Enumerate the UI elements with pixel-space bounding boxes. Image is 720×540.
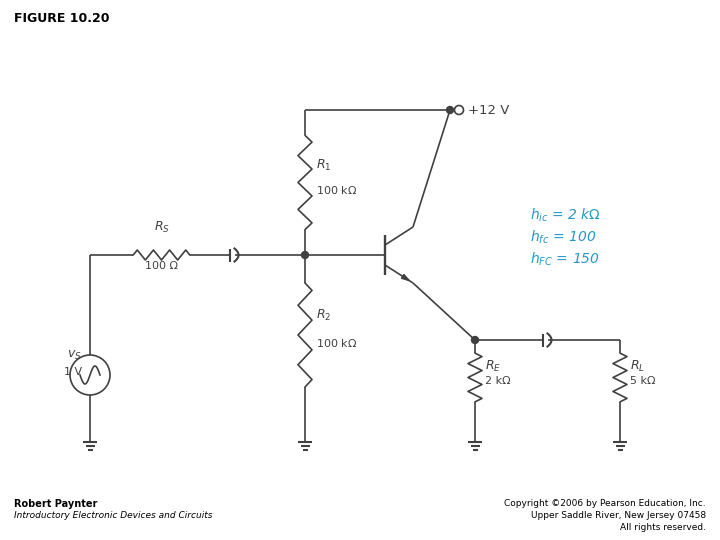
Text: $R_L$: $R_L$ bbox=[630, 359, 645, 374]
Text: 100 Ω: 100 Ω bbox=[145, 261, 178, 271]
Text: $R_2$: $R_2$ bbox=[316, 308, 331, 323]
Text: 100 k$\Omega$: 100 k$\Omega$ bbox=[316, 337, 357, 349]
Text: $R_1$: $R_1$ bbox=[316, 158, 331, 173]
Text: +12 V: +12 V bbox=[468, 104, 509, 117]
Text: 2 kΩ: 2 kΩ bbox=[485, 376, 510, 386]
Text: All rights reserved.: All rights reserved. bbox=[620, 523, 706, 532]
Polygon shape bbox=[402, 274, 410, 281]
Text: Introductory Electronic Devices and Circuits: Introductory Electronic Devices and Circ… bbox=[14, 511, 212, 521]
Text: Upper Saddle River, New Jersey 07458: Upper Saddle River, New Jersey 07458 bbox=[531, 511, 706, 521]
Text: 5 kΩ: 5 kΩ bbox=[630, 376, 655, 386]
Text: 100 k$\Omega$: 100 k$\Omega$ bbox=[316, 184, 357, 195]
Text: $h_{ic}$ = 2 k$\Omega$: $h_{ic}$ = 2 k$\Omega$ bbox=[530, 206, 601, 224]
Text: 1 V: 1 V bbox=[64, 367, 82, 377]
Text: $h_{fc}$ = 100: $h_{fc}$ = 100 bbox=[530, 228, 596, 246]
Circle shape bbox=[472, 336, 479, 343]
Text: Robert Paynter: Robert Paynter bbox=[14, 499, 97, 509]
Text: Copyright ©2006 by Pearson Education, Inc.: Copyright ©2006 by Pearson Education, In… bbox=[505, 500, 706, 509]
Circle shape bbox=[302, 252, 308, 259]
Text: $R_S$: $R_S$ bbox=[153, 220, 169, 235]
Circle shape bbox=[446, 106, 454, 113]
Text: $h_{FC}$ = 150: $h_{FC}$ = 150 bbox=[530, 251, 600, 268]
Text: $v_S$: $v_S$ bbox=[68, 348, 82, 362]
Text: FIGURE 10.20: FIGURE 10.20 bbox=[14, 11, 109, 24]
Text: $R_E$: $R_E$ bbox=[485, 359, 501, 374]
